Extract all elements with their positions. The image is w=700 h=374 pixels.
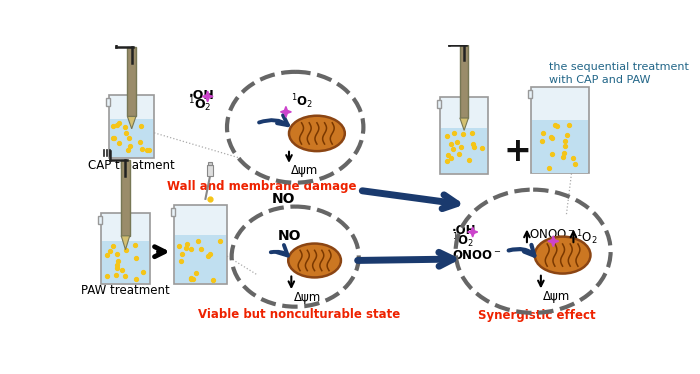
Text: NO: NO [272, 192, 295, 206]
Text: Δψm: Δψm [294, 291, 321, 304]
Polygon shape [531, 87, 589, 174]
Polygon shape [121, 160, 130, 236]
Polygon shape [175, 235, 226, 283]
Polygon shape [460, 118, 468, 131]
Polygon shape [531, 120, 588, 173]
Ellipse shape [288, 243, 341, 278]
Polygon shape [174, 205, 227, 283]
Text: Δψm: Δψm [543, 290, 570, 303]
Text: ·OH: ·OH [188, 89, 214, 102]
Polygon shape [172, 208, 175, 216]
Polygon shape [441, 128, 487, 174]
Polygon shape [102, 241, 148, 283]
Text: PAW treatment: PAW treatment [81, 284, 170, 297]
Polygon shape [98, 216, 102, 224]
Ellipse shape [289, 116, 345, 151]
Polygon shape [207, 165, 214, 176]
Polygon shape [437, 100, 441, 108]
Polygon shape [281, 107, 291, 117]
Text: Synergistic effect: Synergistic effect [478, 309, 596, 322]
Text: $^1$O$_2$: $^1$O$_2$ [188, 96, 211, 114]
Polygon shape [202, 91, 213, 102]
Text: $^1$O$_2$: $^1$O$_2$ [452, 231, 474, 250]
Polygon shape [127, 116, 136, 129]
Polygon shape [468, 227, 477, 237]
Text: the sequential treatment
with CAP and PAW: the sequential treatment with CAP and PA… [549, 62, 689, 85]
Polygon shape [528, 90, 531, 98]
Polygon shape [110, 119, 153, 157]
Polygon shape [121, 236, 130, 250]
Text: Viable but nonculturable state: Viable but nonculturable state [198, 308, 400, 321]
Text: +: + [504, 135, 531, 168]
Text: Wall and membrane damage: Wall and membrane damage [167, 180, 356, 193]
Text: ONOO$^-$: ONOO$^-$ [529, 228, 575, 241]
Text: $^1$O$_2$: $^1$O$_2$ [575, 228, 597, 247]
Polygon shape [208, 162, 212, 165]
Text: CAP treatment: CAP treatment [88, 159, 175, 172]
Text: Δψm: Δψm [291, 164, 318, 177]
Polygon shape [127, 47, 136, 116]
Polygon shape [106, 98, 110, 106]
Polygon shape [109, 95, 154, 158]
Text: $^1$O$_2$: $^1$O$_2$ [290, 92, 313, 110]
Text: ·OH: ·OH [452, 224, 476, 237]
Ellipse shape [535, 237, 591, 273]
Text: NO: NO [278, 229, 302, 243]
Polygon shape [440, 97, 488, 174]
Polygon shape [548, 236, 559, 246]
Text: ONOO$^-$: ONOO$^-$ [452, 249, 501, 262]
Polygon shape [460, 45, 468, 118]
Polygon shape [102, 213, 150, 283]
